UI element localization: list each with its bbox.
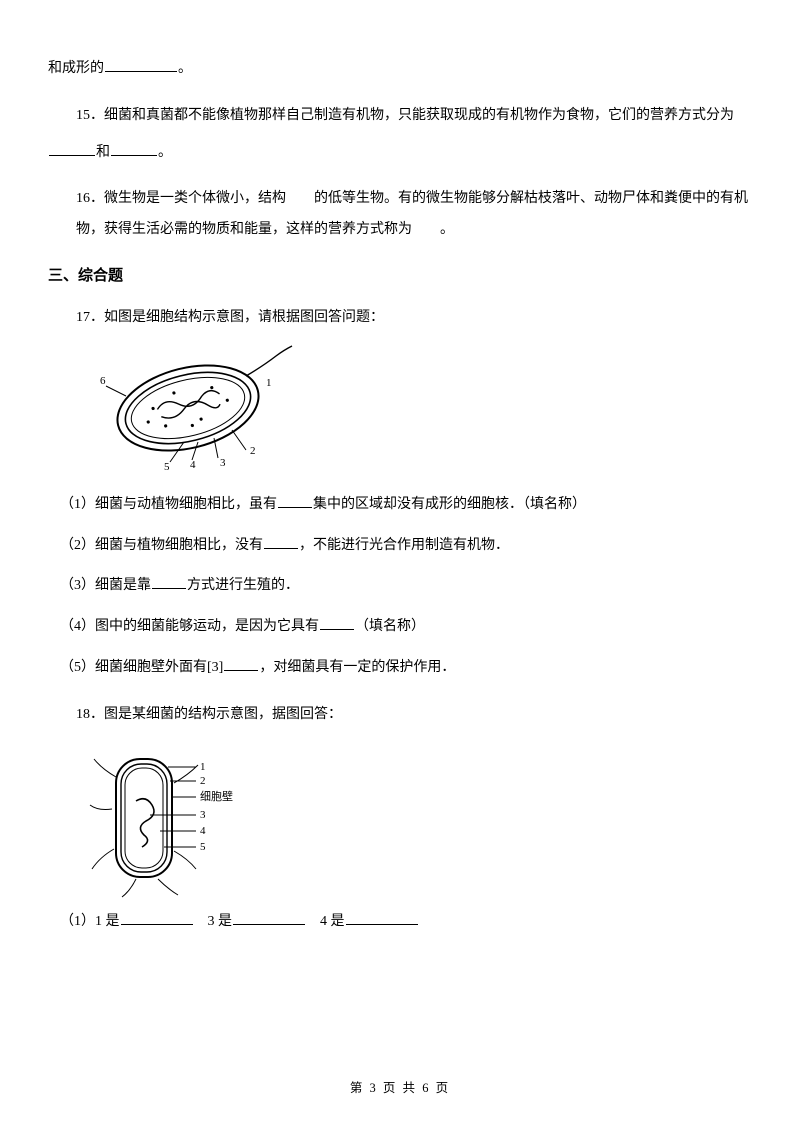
q15-suffix: 。 xyxy=(158,145,172,160)
blank xyxy=(49,142,95,156)
fig-label-1: 1 xyxy=(266,377,272,389)
q17-p2: （2）细菌与植物细胞相比，没有 ，不能进行光合作用制造有机物． xyxy=(48,531,752,562)
fig-label-wall: 细胞壁 xyxy=(200,789,233,803)
fig-label-2: 2 xyxy=(250,445,256,457)
footer-c: 页 共 xyxy=(378,1081,422,1095)
section-3-heading: 三、综合题 xyxy=(48,260,752,293)
blank xyxy=(264,535,298,549)
q17-p1-b: 集中的区域却没有成形的细胞核．（填名称） xyxy=(313,497,586,512)
q14-prefix: 和成形的 xyxy=(48,61,104,76)
fig-label-5: 5 xyxy=(164,461,170,472)
fig-label-1: 1 xyxy=(200,761,206,773)
blank xyxy=(233,911,305,925)
q17-p5-a: （5）细菌细胞壁外面有[3] xyxy=(60,660,223,675)
q17-p3-b: 方式进行生殖的． xyxy=(187,578,299,593)
q17-num: 17． xyxy=(76,310,104,325)
q18-intro: 18．图是某细菌的结构示意图，据图回答： xyxy=(48,700,752,731)
q17-p5-b: ，对细菌具有一定的保护作用． xyxy=(259,660,455,675)
fig-label-3: 3 xyxy=(200,809,206,821)
q16: 16．微生物是一类个体微小，结构 的低等生物。有的微生物能够分解枯枝落叶、动物尸… xyxy=(48,184,752,246)
blank xyxy=(320,616,354,630)
q18-figure: 1 2 细胞壁 3 4 5 xyxy=(88,739,752,899)
q17-intro: 17．如图是细胞结构示意图，请根据图回答问题： xyxy=(48,303,752,334)
q16-text-a: 微生物是一类个体微小，结构 xyxy=(104,191,286,206)
fig-label-5: 5 xyxy=(200,841,206,853)
q17-p2-b: ，不能进行光合作用制造有机物． xyxy=(299,538,509,553)
q15-num: 15． xyxy=(76,108,104,123)
q18-p1-c: 4 是 xyxy=(320,914,345,929)
q18-intro-text: 图是某细菌的结构示意图，据图回答： xyxy=(104,707,342,722)
q18-p1-b: 3 是 xyxy=(208,914,233,929)
blank xyxy=(105,58,177,72)
q18-num: 18． xyxy=(76,707,104,722)
q17-p3: （3）细菌是靠 方式进行生殖的． xyxy=(48,571,752,602)
q17-p1-a: （1）细菌与动植物细胞相比，虽有 xyxy=(60,497,277,512)
q14-tail: 和成形的 。 xyxy=(48,54,752,85)
blank xyxy=(224,657,258,671)
q15-and: 和 xyxy=(96,145,110,160)
fig-label-4: 4 xyxy=(190,459,196,471)
blank xyxy=(111,142,157,156)
blank xyxy=(121,911,193,925)
q17-p4: （4）图中的细菌能够运动，是因为它具有 （填名称） xyxy=(48,612,752,643)
q18-p1: （1）1 是 3 是 4 是 xyxy=(48,907,752,938)
q17-intro-text: 如图是细胞结构示意图，请根据图回答问题： xyxy=(104,310,384,325)
q17-p1: （1）细菌与动植物细胞相比，虽有 集中的区域却没有成形的细胞核．（填名称） xyxy=(48,490,752,521)
q16-suffix: 。 xyxy=(440,222,454,237)
q15-text-a: 细菌和真菌都不能像植物那样自己制造有机物，只能获取现成的有机物作为食物，它们的营… xyxy=(104,108,734,123)
blank xyxy=(278,494,312,508)
q17-p4-a: （4）图中的细菌能够运动，是因为它具有 xyxy=(60,619,319,634)
q17-p2-a: （2）细菌与植物细胞相比，没有 xyxy=(60,538,263,553)
q17-p5: （5）细菌细胞壁外面有[3] ，对细菌具有一定的保护作用． xyxy=(48,653,752,684)
footer-b: 3 xyxy=(370,1081,378,1095)
fig-label-6: 6 xyxy=(100,375,106,387)
q15: 15．细菌和真菌都不能像植物那样自己制造有机物，只能获取现成的有机物作为食物，它… xyxy=(48,101,752,132)
q14-suffix: 。 xyxy=(178,61,192,76)
fig-label-2: 2 xyxy=(200,775,206,787)
blank xyxy=(346,911,418,925)
q17-p4-b: （填名称） xyxy=(355,619,425,634)
q17-p3-a: （3）细菌是靠 xyxy=(60,578,151,593)
fig-label-4: 4 xyxy=(200,825,206,837)
page-footer: 第 3 页 共 6 页 xyxy=(0,1075,800,1103)
q17-figure: 6 1 2 3 4 5 xyxy=(88,342,752,472)
footer-e: 页 xyxy=(430,1081,450,1095)
fig-label-3: 3 xyxy=(220,457,226,469)
q15-line2: 和。 xyxy=(48,138,752,169)
blank xyxy=(152,575,186,589)
footer-a: 第 xyxy=(350,1081,370,1095)
q16-num: 16． xyxy=(76,191,104,206)
q18-p1-a: （1）1 是 xyxy=(60,914,120,929)
